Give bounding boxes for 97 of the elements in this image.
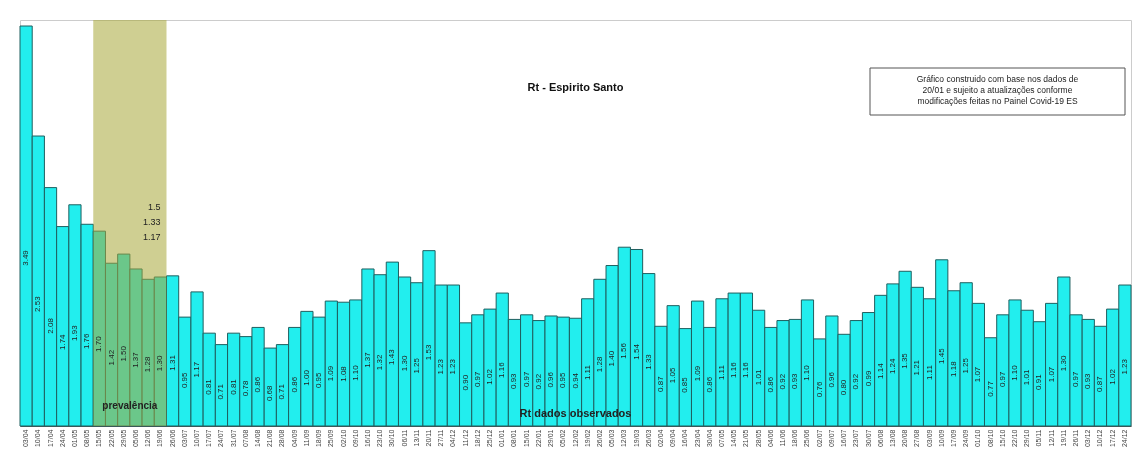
data-label: 1.11 <box>582 364 592 381</box>
data-label: 0.93 <box>1083 372 1093 390</box>
data-label: 2.08 <box>45 317 55 334</box>
data-label: 1.37 <box>130 351 140 368</box>
data-label: 1.30 <box>155 355 165 372</box>
data-label: 1.24 <box>887 357 897 375</box>
data-label: 0.91 <box>1034 373 1044 390</box>
data-label: 0.87 <box>1095 375 1105 392</box>
data-label: 2.53 <box>33 295 43 312</box>
annotation: 1.17 <box>142 232 161 242</box>
data-label: 0.76 <box>814 381 824 398</box>
data-label: 1.16 <box>741 361 751 378</box>
data-label: 0.86 <box>289 376 299 393</box>
data-label: 0.92 <box>533 373 543 390</box>
annotation: Gráfico construido com base nos dados de 20/01 e sujeito a atualizações conforme modificações feitas no Painel Covid-19 ES <box>916 74 1079 106</box>
data-label: 0.86 <box>765 376 775 393</box>
data-label: 1.40 <box>607 350 617 367</box>
data-label: 1.54 <box>631 343 641 360</box>
data-label: 1.31 <box>167 354 177 371</box>
data-label: 0.97 <box>521 370 531 388</box>
data-label: 0.71 <box>216 383 226 400</box>
data-label: 0.92 <box>778 373 788 390</box>
data-label: 1.42 <box>106 349 116 366</box>
data-label: 0.99 <box>863 370 873 387</box>
data-label: 1.23 <box>448 358 458 375</box>
data-label: 0.96 <box>546 371 556 388</box>
data-label: 0.71 <box>277 383 287 400</box>
data-label: 1.02 <box>485 368 495 385</box>
data-label: 1.30 <box>1058 355 1068 372</box>
data-label: 1.93 <box>69 324 79 341</box>
data-label: 1.01 <box>753 369 763 386</box>
data-label: 0.86 <box>704 376 714 393</box>
data-label: 1.32 <box>375 354 385 371</box>
data-label: 1.09 <box>326 365 336 382</box>
data-label: 1.25 <box>961 357 971 374</box>
data-label: 1.28 <box>594 356 604 373</box>
band-label: prevalência <box>102 400 158 411</box>
annotation: 1.33 <box>142 217 161 227</box>
data-label: 1.16 <box>497 361 507 378</box>
data-label: 0.94 <box>570 372 580 389</box>
data-label: 1.23 <box>1119 358 1129 375</box>
data-label: 0.93 <box>790 372 800 390</box>
data-label: 1.28 <box>143 356 153 373</box>
data-label: 1.43 <box>387 348 397 365</box>
annotation: 1.5 <box>147 202 161 212</box>
data-label: 0.97 <box>1071 370 1081 388</box>
data-label: 0.90 <box>460 374 470 391</box>
data-label: 3.49 <box>21 249 31 266</box>
data-label: 1.25 <box>411 357 421 374</box>
data-label: 1.45 <box>936 347 946 364</box>
data-label: 1.07 <box>973 366 983 383</box>
data-label: 1.23 <box>436 358 446 375</box>
data-label: 1.00 <box>301 369 311 386</box>
data-label: 1.08 <box>338 365 348 382</box>
data-label: 1.11 <box>717 364 727 381</box>
data-label: 1.07 <box>1046 366 1056 383</box>
data-label: 1.10 <box>802 364 812 381</box>
data-label: 0.97 <box>472 370 482 388</box>
data-label: 0.78 <box>240 380 250 397</box>
data-label: 0.77 <box>985 380 995 397</box>
data-label: 1.74 <box>57 333 67 351</box>
data-label: 1.02 <box>1107 368 1117 385</box>
data-label: 1.16 <box>729 361 739 378</box>
data-label: 1.56 <box>619 342 629 359</box>
data-label: 1.10 <box>1010 364 1020 381</box>
data-label: 0.95 <box>179 371 189 389</box>
data-label: 1.76 <box>82 332 92 350</box>
data-label: 0.93 <box>509 372 519 390</box>
data-label: 0.81 <box>204 378 214 395</box>
text: Rt - Espirito Santo <box>527 81 624 93</box>
data-label: 1.17 <box>192 361 202 378</box>
data-label: 1.01 <box>1022 369 1032 386</box>
data-label: 1.10 <box>350 364 360 381</box>
data-label: 1.05 <box>668 367 678 384</box>
data-label: 0.81 <box>228 378 238 395</box>
data-label: 0.97 <box>997 370 1007 388</box>
data-label: 0.87 <box>655 375 665 392</box>
data-label: 1.18 <box>948 360 958 377</box>
data-label: 1.70 <box>94 335 104 352</box>
data-label: 1.53 <box>423 344 433 361</box>
data-label: 0.96 <box>826 371 836 388</box>
data-label: 1.37 <box>362 351 372 368</box>
data-label: 0.92 <box>851 373 861 390</box>
data-label: 1.11 <box>924 364 934 381</box>
data-label: 1.14 <box>875 362 885 379</box>
data-label: 0.68 <box>265 384 275 402</box>
data-label: 1.09 <box>692 365 702 382</box>
data-label: 0.95 <box>314 371 324 389</box>
data-label: 0.80 <box>839 379 849 396</box>
data-label: 1.35 <box>900 352 910 369</box>
data-label: 0.85 <box>680 376 690 393</box>
data-label: 1.33 <box>643 353 653 370</box>
data-label: 1.21 <box>912 359 922 376</box>
data-label: 0.95 <box>558 371 568 389</box>
data-label: 1.30 <box>399 355 409 372</box>
data-label: 0.86 <box>253 376 263 393</box>
data-label: 1.50 <box>118 345 128 362</box>
